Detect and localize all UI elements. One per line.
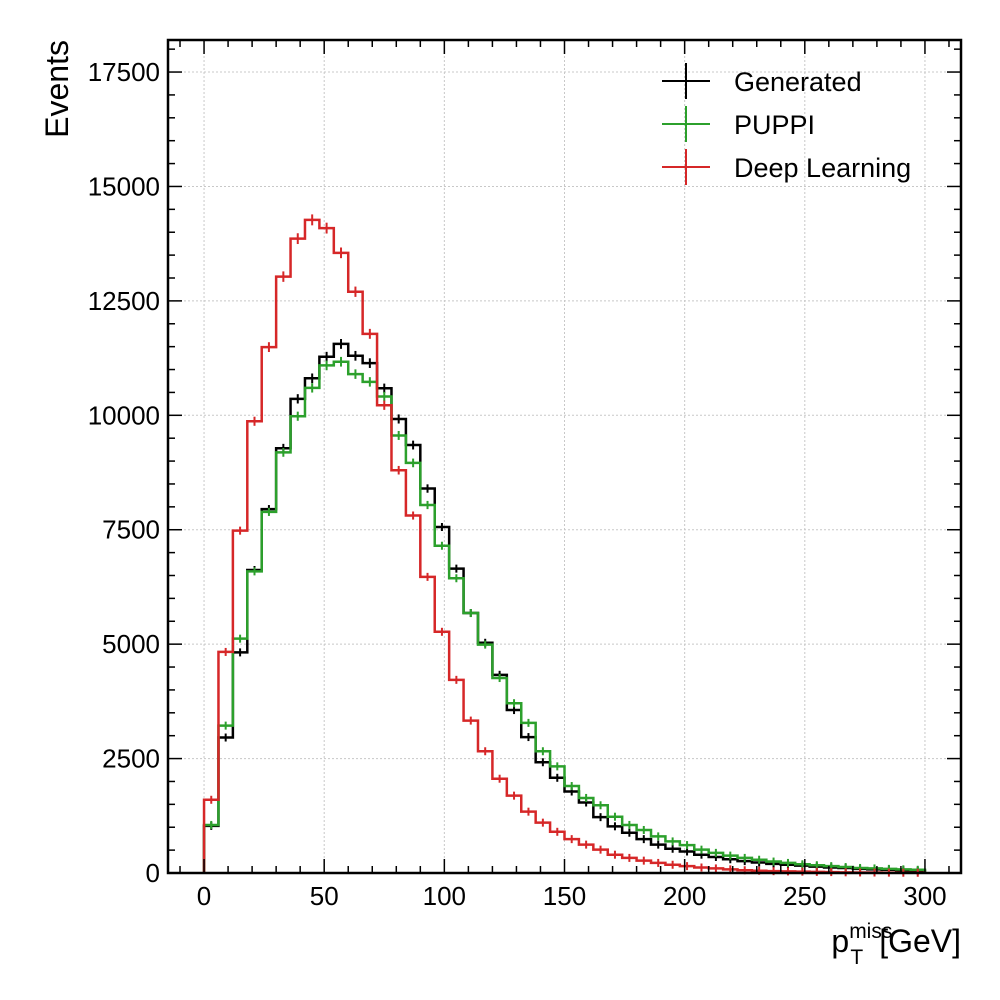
axis-ticks: 0 50 100 150 200 250 300 0 2500 5000 7500 10000 1250… (88, 40, 961, 911)
x-tick-label: 0 (197, 881, 211, 911)
series-deep-learning (202, 214, 927, 877)
y-tick-label: 15000 (88, 171, 160, 201)
legend-item-deep-learning: Deep Learning (662, 149, 911, 185)
y-tick-label: 2500 (102, 744, 160, 774)
y-tick-label: 5000 (102, 629, 160, 659)
x-tick-label: 300 (903, 881, 946, 911)
x-axis-title-sup: miss (849, 920, 892, 943)
x-tick-label: 200 (663, 881, 706, 911)
y-axis-title: Events (39, 40, 75, 138)
legend-label: Generated (734, 67, 862, 97)
grid (168, 40, 961, 874)
x-axis-title: pmiss T [GeV] (831, 920, 961, 969)
y-tick-label: 17500 (88, 57, 160, 87)
x-tick-label: 100 (423, 881, 466, 911)
legend-label: PUPPI (734, 110, 815, 140)
y-tick-label: 7500 (102, 515, 160, 545)
x-tick-label: 150 (543, 881, 586, 911)
series-step-line (202, 360, 927, 873)
series-puppi (202, 356, 927, 874)
legend-item-generated: Generated (662, 63, 862, 99)
x-axis-title-unit: [GeV] (879, 923, 961, 959)
y-tick-label: 10000 (88, 400, 160, 430)
legend-label: Deep Learning (734, 153, 911, 183)
series-layer (202, 214, 927, 877)
x-tick-label: 50 (310, 881, 339, 911)
legend-item-puppi: PUPPI (662, 106, 815, 142)
x-tick-label: 250 (783, 881, 826, 911)
y-tick-label: 0 (146, 858, 160, 888)
legend: Generated PUPPI Deep Learning (662, 63, 911, 185)
series-step-line (202, 218, 927, 875)
y-tick-label: 12500 (88, 286, 160, 316)
x-axis-title-sub: T (850, 946, 863, 969)
x-axis-title-main: p (831, 923, 849, 959)
